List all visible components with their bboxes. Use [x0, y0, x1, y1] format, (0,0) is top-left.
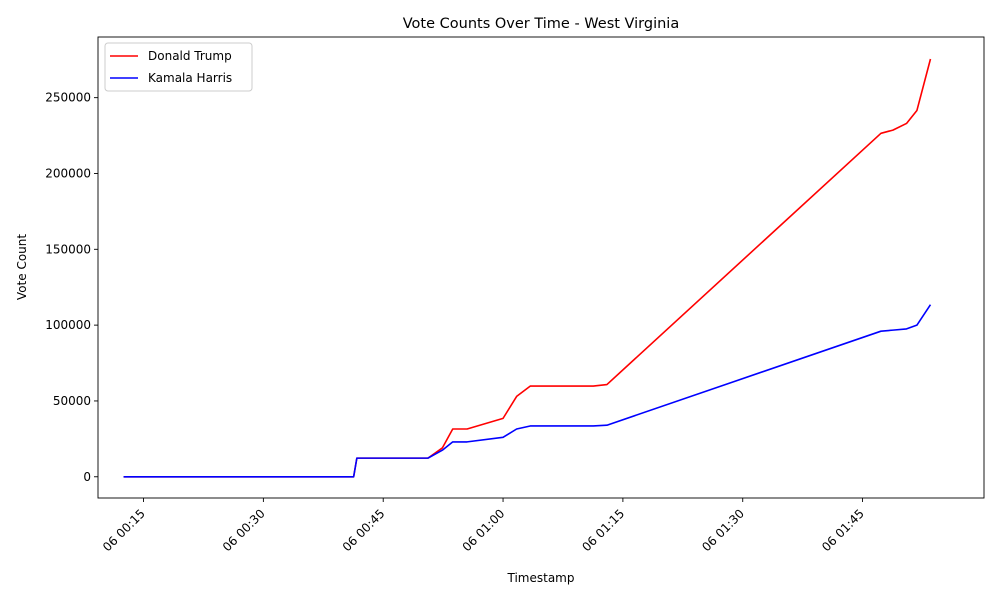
- x-axis-label: Timestamp: [507, 571, 575, 585]
- legend-label: Kamala Harris: [148, 71, 232, 85]
- y-tick-label: 0: [83, 470, 91, 484]
- chart-title: Vote Counts Over Time - West Virginia: [403, 16, 679, 32]
- legend: Donald Trump Kamala Harris: [104, 42, 253, 92]
- y-tick-label: 150000: [45, 242, 91, 256]
- legend-label: Donald Trump: [148, 49, 232, 63]
- axes-frame: [97, 36, 985, 499]
- y-axis-label: Vote Count: [15, 234, 29, 300]
- y-tick-label: 200000: [45, 166, 91, 180]
- y-tick-label: 100000: [45, 318, 91, 332]
- series-line-kamala-harris: [123, 304, 932, 478]
- y-tick-label: 250000: [45, 91, 91, 105]
- legend-box: [104, 42, 253, 92]
- y-tick-label: 50000: [53, 394, 91, 408]
